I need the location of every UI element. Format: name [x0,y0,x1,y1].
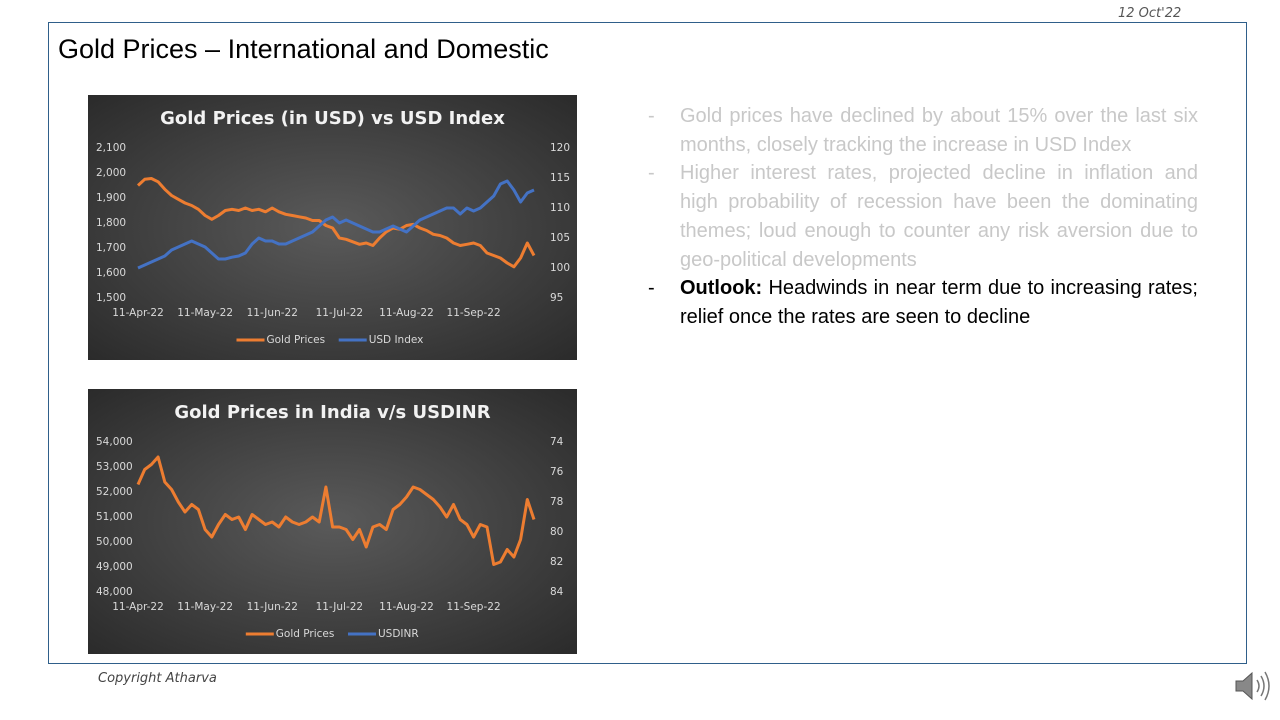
x-tick-label: 11-Aug-22 [379,601,434,613]
y2-tick-label: 95 [550,292,563,304]
y-tick-label: 50,000 [96,536,133,548]
y-tick-label: 1,800 [96,217,126,229]
y-tick-label: 54,000 [96,436,133,448]
y-tick-label: 51,000 [96,511,133,523]
y-tick-label: 48,000 [96,586,133,598]
x-tick-label: 11-Jul-22 [316,601,364,613]
speaker-icon[interactable] [1232,666,1272,706]
y2-tick-label: 115 [550,172,570,184]
bullet-text: Headwinds in near term due to increasing… [680,277,1198,328]
footer: Copyright Atharva [98,671,217,686]
x-tick-label: 11-Apr-22 [112,307,164,319]
x-tick-label: 11-Aug-22 [379,307,434,319]
legend-label: USD Index [369,334,424,346]
series-line [136,455,536,566]
y2-tick-label: 110 [550,202,570,214]
series-line [137,179,535,270]
bullet-text: Higher interest rates, projected decline… [680,162,1198,271]
legend-label: USDINR [378,628,419,640]
legend-label: Gold Prices [267,334,326,346]
bullet-body: Outlook: Headwinds in near term due to i… [680,274,1198,331]
x-tick-label: 11-Jul-22 [316,307,364,319]
y2-tick-label: 105 [550,232,570,244]
y-tick-label: 1,500 [96,292,126,304]
bullet: - Outlook: Headwinds in near term due to … [648,274,1198,331]
slide-frame [48,22,1247,664]
date: 12 Oct'22 [1118,6,1182,21]
bullet-marker: - [648,277,655,300]
x-tick-label: 11-Sep-22 [447,601,501,613]
x-tick-label: 11-Apr-22 [112,601,164,613]
y2-tick-label: 82 [550,556,563,568]
bullet-text: Gold prices have declined by about 15% o… [680,105,1198,156]
y2-tick-label: 80 [550,526,563,538]
chart: Gold Prices (in USD) vs USD Index 1,500 1,… [88,95,577,360]
slide-title: Gold Prices – International and Domestic [58,34,549,64]
chart: Gold Prices in India v/s USDINR 48,000 49,… [88,389,577,654]
y2-tick-label: 78 [550,496,563,508]
y-tick-label: 53,000 [96,461,133,473]
y-tick-label: 1,600 [96,267,126,279]
y2-tick-label: 100 [550,262,570,274]
bullet-marker: - [648,162,655,185]
chart-title: Gold Prices in India v/s USDINR [174,402,490,423]
y-tick-label: 2,100 [96,142,126,154]
y2-tick-label: 120 [550,142,570,154]
x-tick-label: 11-May-22 [177,601,233,613]
bullet: - Higher interest rates, projected declin… [648,159,1198,274]
y-tick-label: 2,000 [96,167,126,179]
bullet-list: - Gold prices have declined by about 15% … [648,102,1198,332]
chart-title: Gold Prices (in USD) vs USD Index [160,108,505,129]
x-tick-label: 11-Jun-22 [247,601,298,613]
bullet-marker: - [648,105,655,127]
x-tick-label: 11-Jun-22 [247,307,298,319]
y-tick-label: 49,000 [96,561,133,573]
y-tick-label: 52,000 [96,486,133,498]
y2-tick-label: 74 [550,436,564,448]
y2-tick-label: 76 [550,466,564,478]
y-tick-label: 1,700 [96,242,126,254]
speaker-body [1235,671,1253,701]
legend-label: Gold Prices [276,628,335,640]
speaker-waves [1256,671,1270,701]
x-tick-label: 11-Sep-22 [447,307,501,319]
bullet: - Gold prices have declined by about 15% … [648,102,1198,159]
y-tick-label: 1,900 [96,192,126,204]
series-line [136,177,536,269]
bullet-lead: Outlook: [680,277,763,300]
y2-tick-label: 84 [550,586,564,598]
x-tick-label: 11-May-22 [177,307,233,319]
